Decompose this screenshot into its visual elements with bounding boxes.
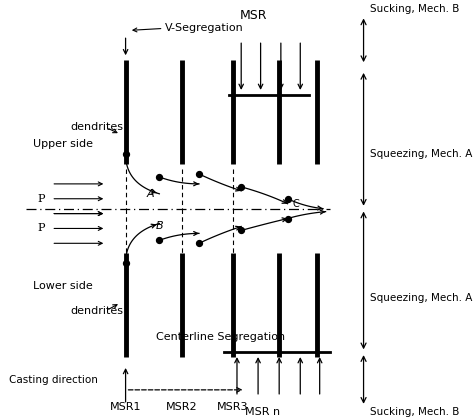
Text: C: C <box>293 199 299 209</box>
Text: Sucking, Mech. B: Sucking, Mech. B <box>370 407 460 417</box>
Text: Sucking, Mech. B: Sucking, Mech. B <box>370 4 460 14</box>
Text: Squeezing, Mech. A: Squeezing, Mech. A <box>370 149 473 159</box>
Text: Centerline Segregation: Centerline Segregation <box>156 332 285 342</box>
Text: Casting direction: Casting direction <box>9 375 98 385</box>
Point <box>156 173 163 180</box>
Text: P: P <box>38 224 45 233</box>
Point <box>122 260 129 266</box>
Text: MSR: MSR <box>240 9 268 22</box>
Point <box>238 227 245 234</box>
Text: V-Segregation: V-Segregation <box>165 23 244 33</box>
Text: B: B <box>156 222 163 232</box>
Text: dendrites: dendrites <box>70 306 123 316</box>
Text: MSR2: MSR2 <box>166 402 198 412</box>
Text: Upper side: Upper side <box>33 139 93 149</box>
Text: MSR1: MSR1 <box>110 402 141 412</box>
Point <box>284 215 291 222</box>
Point <box>122 151 129 158</box>
Point <box>156 237 163 244</box>
Text: A: A <box>147 189 155 199</box>
Text: Lower side: Lower side <box>33 281 92 291</box>
Point <box>195 240 203 247</box>
Text: Squeezing, Mech. A: Squeezing, Mech. A <box>370 293 473 303</box>
Point <box>284 195 291 202</box>
Text: dendrites: dendrites <box>70 122 123 133</box>
Text: P: P <box>38 194 45 204</box>
Text: MSR n: MSR n <box>245 407 280 417</box>
Point <box>195 171 203 177</box>
Point <box>238 184 245 190</box>
Text: MSR3: MSR3 <box>217 402 248 412</box>
